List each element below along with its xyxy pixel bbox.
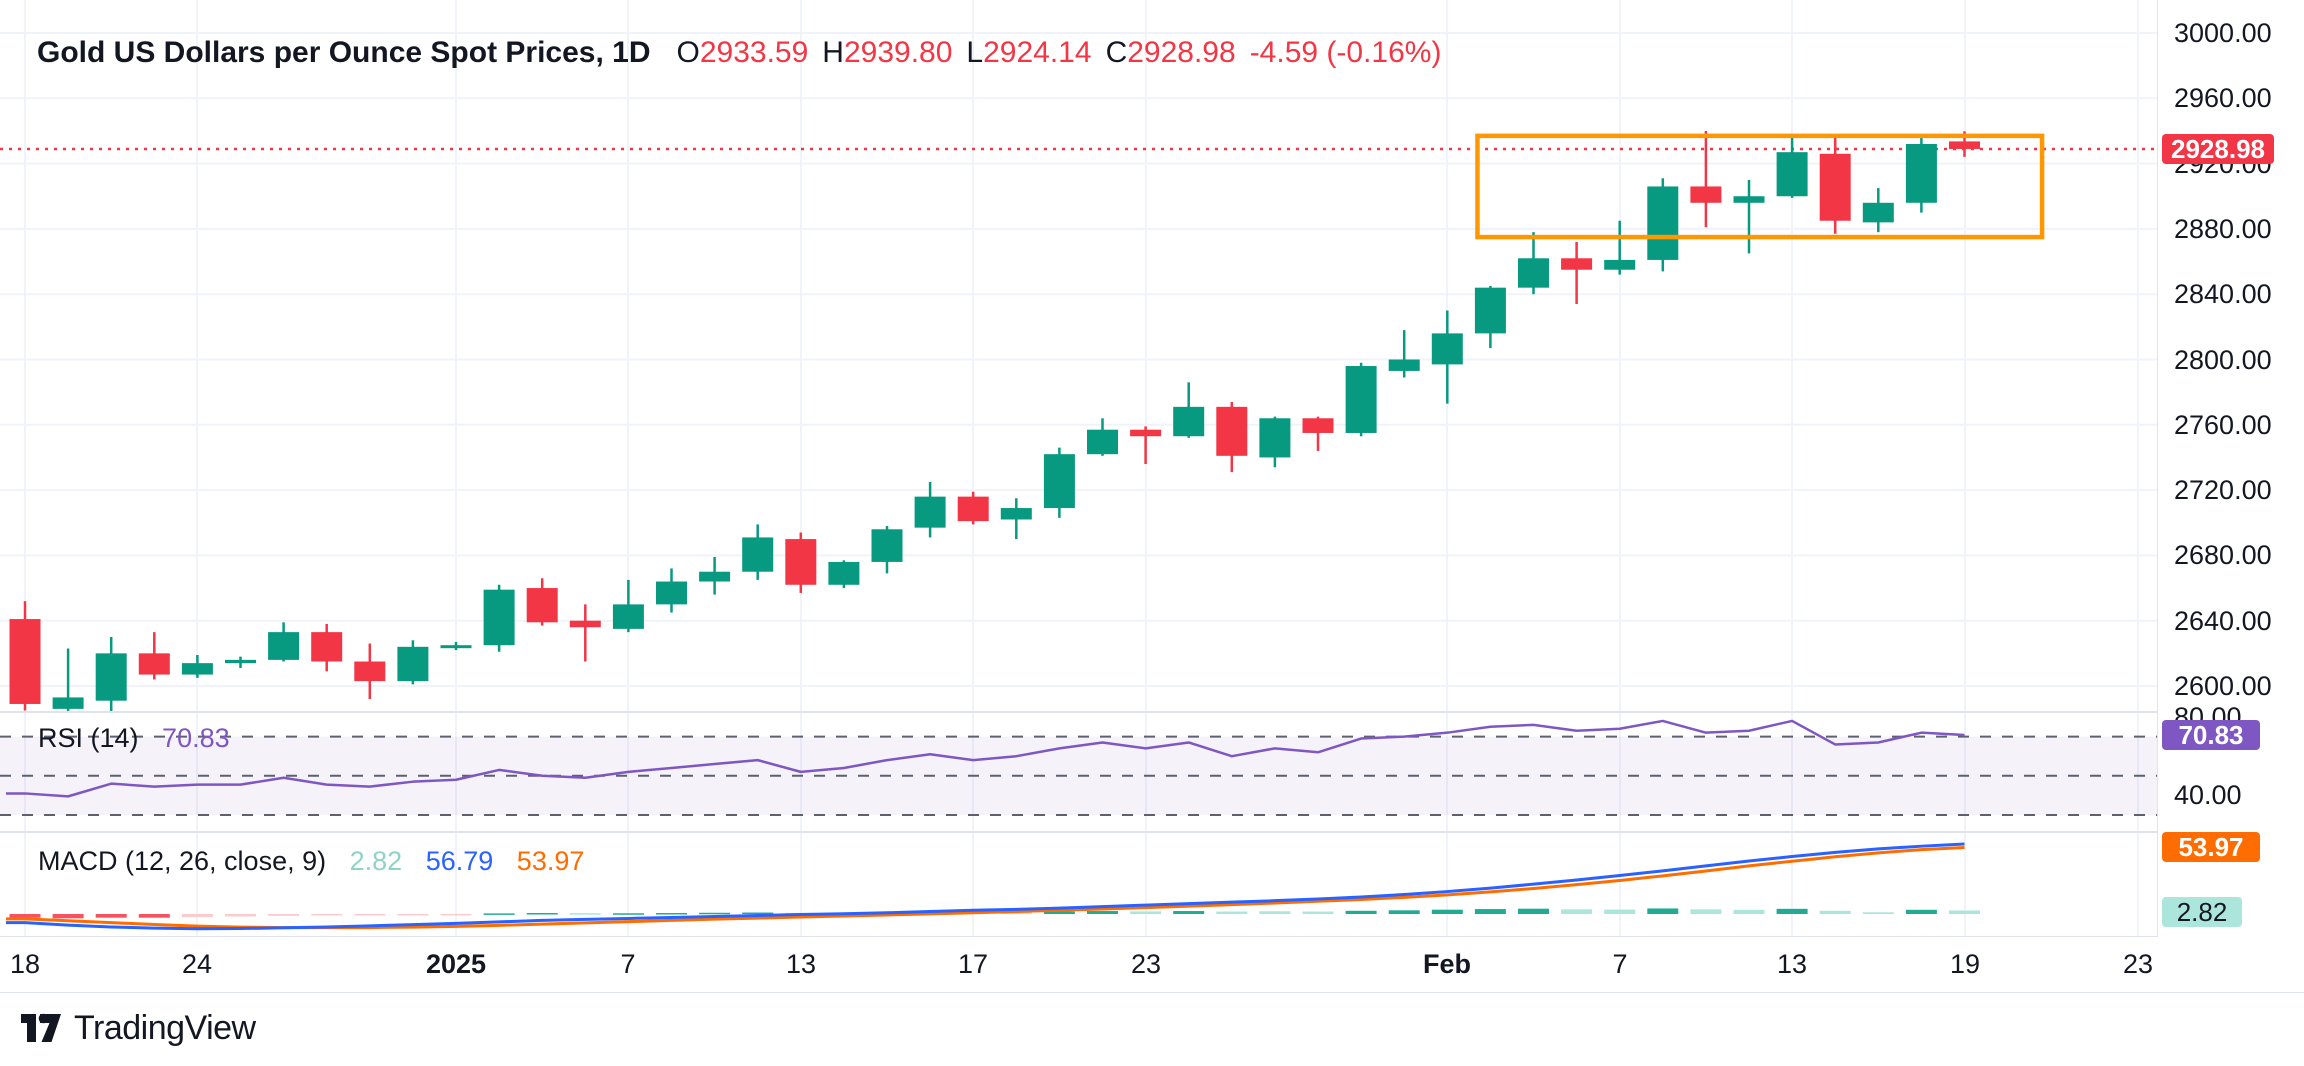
low-value: 2924.14 [983, 36, 1092, 69]
open-value: 2933.59 [699, 36, 809, 69]
change-value: -4.59 (-0.16%) [1249, 36, 1442, 69]
price-axis-label: 2640.00 [2174, 605, 2272, 636]
price-axis-label: 2720.00 [2174, 475, 2272, 506]
tradingview-logo-text: TradingView [74, 1008, 256, 1047]
time-axis-label: 23 [1130, 949, 1162, 979]
open-label: O [676, 36, 700, 69]
macd-line [6, 842, 1965, 931]
symbol-title: Gold US Dollars per Ounce Spot Prices, 1… [37, 36, 651, 69]
rsi-pane[interactable] [0, 712, 2158, 832]
macd-hist-badge: 2.82 [2162, 897, 2242, 927]
rsi-band [0, 735, 2158, 816]
time-axis-label: 2025 [425, 949, 487, 979]
time-axis-label: 24 [181, 949, 213, 979]
highlight-box-annotation[interactable] [1475, 133, 2045, 240]
high-value: 2939.80 [843, 36, 953, 69]
high-label: H [822, 36, 844, 69]
tradingview-logo-icon [21, 1013, 61, 1042]
rsi-label: RSI (14) [38, 723, 139, 753]
price-axis[interactable]: 3000.002960.002920.002880.002840.002800.… [2158, 0, 2304, 992]
macd-signal-badge: 53.97 [2162, 832, 2260, 862]
time-axis-label: 13 [785, 949, 817, 979]
macd-line-value: 56.79 [425, 846, 494, 876]
time-axis-label: 18 [9, 949, 41, 979]
macd-legend[interactable]: MACD (12, 26, close, 9) 2.82 56.79 53.97 [38, 846, 584, 877]
symbol-legend[interactable]: Gold US Dollars per Ounce Spot Prices, 1… [37, 36, 1441, 70]
rsi-line [6, 719, 1965, 798]
current-price-badge: 2928.98 [2162, 134, 2274, 164]
price-axis-label: 2840.00 [2174, 279, 2272, 310]
close-label: C [1105, 36, 1128, 69]
time-axis-label: 7 [620, 949, 636, 979]
price-axis-label: 2760.00 [2174, 409, 2272, 440]
close-value: 2928.98 [1127, 36, 1236, 69]
macd-label: MACD (12, 26, close, 9) [38, 846, 327, 876]
time-axis[interactable]: 18 24 2025 7 13 17 23 Feb 7 13 19 23 [0, 937, 2304, 992]
price-axis-label: 2600.00 [2174, 671, 2272, 701]
time-axis-label: 17 [957, 949, 989, 979]
low-label: L [966, 36, 984, 69]
price-axis-label: 2960.00 [2174, 83, 2272, 114]
price-axis-label: 2880.00 [2174, 213, 2272, 244]
time-axis-label: 13 [1776, 949, 1808, 979]
rsi-legend[interactable]: RSI (14) 70.83 [38, 723, 230, 754]
price-axis-label: 3000.00 [2174, 18, 2272, 48]
rsi-value-badge: 70.83 [2162, 720, 2260, 750]
macd-signal-value: 53.97 [516, 846, 585, 876]
price-axis-label: 2680.00 [2174, 540, 2272, 571]
time-axis-label: 19 [1949, 949, 1981, 979]
candlestick-series [9, 130, 1980, 711]
rsi-current-value: 70.83 [162, 723, 230, 753]
gridlines [0, 0, 2158, 937]
main-chart-pane[interactable] [0, 0, 2158, 712]
tradingview-logo[interactable]: TradingView [20, 1008, 256, 1048]
time-axis-label: 23 [2122, 949, 2154, 979]
price-axis-label: 2800.00 [2174, 344, 2272, 375]
macd-hist-value: 2.82 [349, 846, 403, 876]
time-axis-label: Feb [1422, 949, 1472, 979]
rsi-axis-label: 40.00 [2174, 780, 2242, 811]
time-axis-label: 7 [1612, 949, 1628, 979]
